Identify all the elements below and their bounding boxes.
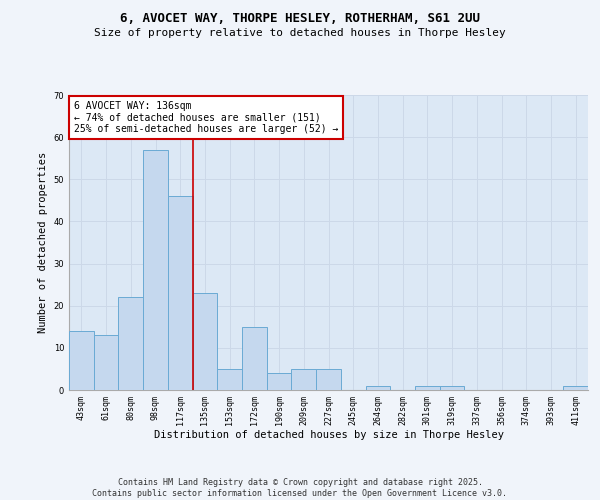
X-axis label: Distribution of detached houses by size in Thorpe Hesley: Distribution of detached houses by size … — [154, 430, 503, 440]
Bar — [365, 386, 390, 390]
Bar — [143, 150, 168, 390]
Y-axis label: Number of detached properties: Number of detached properties — [38, 152, 48, 333]
Bar — [267, 373, 292, 390]
Text: Size of property relative to detached houses in Thorpe Hesley: Size of property relative to detached ho… — [94, 28, 506, 38]
Bar — [316, 369, 341, 390]
Bar — [440, 386, 464, 390]
Text: 6, AVOCET WAY, THORPE HESLEY, ROTHERHAM, S61 2UU: 6, AVOCET WAY, THORPE HESLEY, ROTHERHAM,… — [120, 12, 480, 26]
Bar — [415, 386, 440, 390]
Text: 6 AVOCET WAY: 136sqm
← 74% of detached houses are smaller (151)
25% of semi-deta: 6 AVOCET WAY: 136sqm ← 74% of detached h… — [74, 101, 338, 134]
Bar — [217, 369, 242, 390]
Bar — [193, 293, 217, 390]
Bar — [94, 335, 118, 390]
Text: Contains HM Land Registry data © Crown copyright and database right 2025.
Contai: Contains HM Land Registry data © Crown c… — [92, 478, 508, 498]
Bar — [168, 196, 193, 390]
Bar — [563, 386, 588, 390]
Bar — [292, 369, 316, 390]
Bar — [242, 327, 267, 390]
Bar — [69, 331, 94, 390]
Bar — [118, 298, 143, 390]
